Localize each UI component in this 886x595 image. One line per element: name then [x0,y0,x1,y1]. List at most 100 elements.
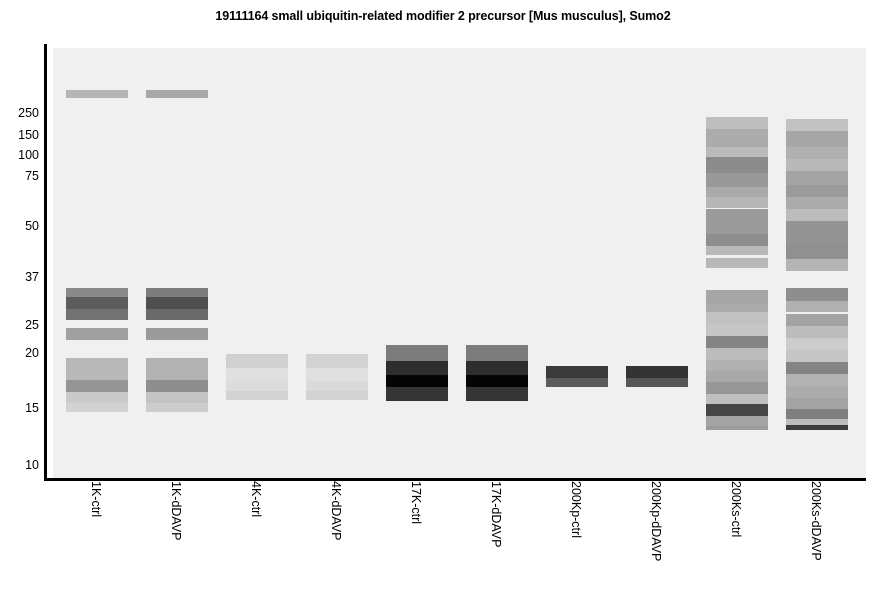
gel-band [786,259,848,271]
gel-band [786,197,848,209]
gel-band [66,328,128,340]
x-tick-label-17k-ctrl: 17K-ctrl [409,481,423,525]
gel-band [786,243,848,259]
x-tick-label-4k-ddavp: 4K-dDAVP [329,481,343,541]
y-axis-tick-labels: 250 150 100 75 50 37 25 20 15 10 [0,0,44,595]
gel-lane [706,48,768,478]
gel-lane [466,48,528,478]
gel-band [786,409,848,419]
gel-band [706,426,768,430]
gel-band [706,360,768,371]
gel-band [786,314,848,326]
gel-band [706,348,768,360]
gel-band [786,350,848,362]
x-tick-label-1k-ddavp: 1K-dDAVP [169,481,183,541]
gel-band [466,375,528,387]
gel-band [786,119,848,131]
gel-band [786,419,848,425]
y-tick-label: 150 [18,128,39,142]
gel-band [66,392,128,403]
y-tick-label: 15 [25,401,39,415]
y-tick-label: 10 [25,458,39,472]
gel-band [466,387,528,401]
gel-band [306,381,368,391]
gel-band [66,358,128,380]
x-tick-label-200ks-ctrl: 200Ks-ctrl [729,481,743,538]
gel-band [66,288,128,297]
x-axis-tick-labels: 1K-ctrl 1K-dDAVP 4K-ctrl 4K-dDAVP 17K-ctrl 17… [0,481,886,595]
gel-band [66,297,128,309]
y-tick-label: 75 [25,169,39,183]
x-tick-label-200kp-ctrl: 200Kp-ctrl [569,481,583,538]
gel-band [146,328,208,340]
gel-band [146,403,208,412]
gel-band [786,338,848,350]
gel-band [786,362,848,374]
gel-lane [66,48,128,478]
gel-lane [786,48,848,478]
gel-band [226,381,288,391]
gel-band [706,258,768,268]
gel-band [386,387,448,401]
gel-band [626,378,688,387]
gel-band [706,209,768,234]
gel-lane [386,48,448,478]
gel-band [786,147,848,159]
gel-band [706,246,768,255]
gel-band [546,378,608,387]
gel-band [66,403,128,412]
gel-band [626,366,688,378]
gel-band [706,336,768,348]
gel-band [706,304,768,312]
gel-band [706,157,768,173]
gel-band [226,354,288,368]
x-tick-label-200kp-ddavp: 200Kp-dDAVP [649,481,663,562]
gel-band [466,345,528,361]
y-axis-line [44,44,47,478]
gel-band [706,312,768,324]
gel-band [786,171,848,185]
gel-band [786,425,848,430]
gel-band [386,345,448,361]
gel-band [706,147,768,157]
gel-band [786,374,848,386]
y-tick-label: 20 [25,346,39,360]
gel-band [786,326,848,338]
gel-band [146,380,208,392]
gel-band [706,129,768,147]
gel-band [786,288,848,301]
gel-band [66,90,128,98]
gel-band [786,301,848,312]
gel-band [386,375,448,387]
gel-band [306,368,368,381]
gel-band [706,173,768,187]
gel-lane [306,48,368,478]
x-tick-label-17k-ddavp: 17K-dDAVP [489,481,503,548]
gel-band [786,386,848,398]
gel-band [226,391,288,400]
gel-band [386,361,448,375]
gel-lane [226,48,288,478]
gel-plot-area [53,48,866,478]
gel-band [706,324,768,336]
gel-band [706,290,768,304]
gel-band [146,297,208,309]
gel-band [546,366,608,378]
gel-band [146,392,208,403]
y-tick-label: 25 [25,318,39,332]
gel-band [706,416,768,426]
x-tick-label-1k-ctrl: 1K-ctrl [89,481,103,518]
gel-lane [626,48,688,478]
gel-band [786,221,848,243]
gel-band [706,234,768,246]
gel-band [706,117,768,129]
gel-band [306,354,368,368]
gel-band [706,197,768,208]
gel-band [146,288,208,297]
x-tick-label-200ks-ddavp: 200Ks-dDAVP [809,481,823,561]
gel-band [706,371,768,382]
y-tick-label: 250 [18,106,39,120]
gel-band [146,90,208,98]
gel-band [146,358,208,380]
gel-lane [146,48,208,478]
